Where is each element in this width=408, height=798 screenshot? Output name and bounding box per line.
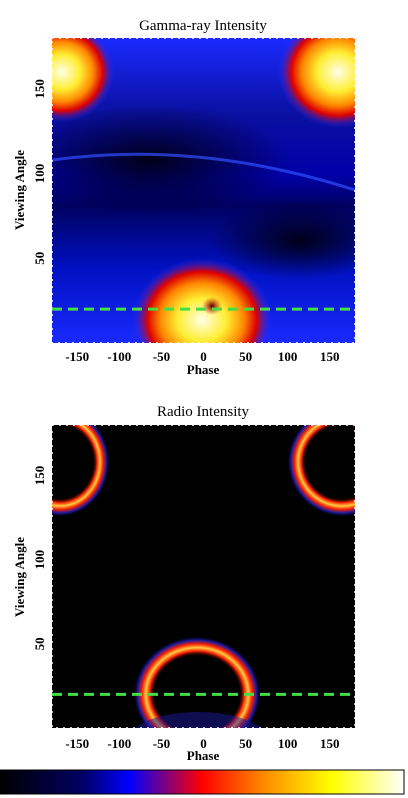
radio-x-label: Phase <box>187 748 220 763</box>
gamma-x-tick: -100 <box>107 349 131 364</box>
gamma-x-tick: 100 <box>278 349 298 364</box>
gamma-y-label: Viewing Angle <box>12 150 27 230</box>
gamma-x-tick: 0 <box>200 349 207 364</box>
radio-y-tick: 150 <box>32 466 47 486</box>
radio-x-tick: -100 <box>107 736 131 751</box>
gamma-x-tick: 50 <box>239 349 252 364</box>
radio-ticks: -150 -100 -50 0 50 100 150 50 100 150 <box>32 466 340 751</box>
gamma-heatmap <box>52 38 355 343</box>
gamma-x-tick: -50 <box>153 349 170 364</box>
radio-x-tick: -50 <box>153 736 170 751</box>
gamma-x-label: Phase <box>187 362 220 377</box>
radio-y-tick: 100 <box>32 550 47 570</box>
radio-title: Radio Intensity <box>157 404 250 420</box>
colorbar <box>0 769 405 795</box>
radio-heatmap <box>52 425 355 728</box>
radio-x-tick: 0 <box>200 736 207 751</box>
gamma-y-tick: 50 <box>32 252 47 265</box>
gamma-ticks: -150 -100 -50 0 50 100 150 50 100 150 <box>32 79 340 364</box>
gamma-y-tick: 150 <box>32 79 47 99</box>
gamma-x-tick: -150 <box>65 349 89 364</box>
radio-y-tick: 50 <box>32 637 47 650</box>
gamma-x-tick: 150 <box>320 349 340 364</box>
radio-x-tick: 150 <box>320 736 340 751</box>
gamma-y-tick: 100 <box>32 164 47 184</box>
radio-x-tick: 100 <box>278 736 298 751</box>
radio-x-tick: -150 <box>65 736 89 751</box>
gamma-title: Gamma-ray Intensity <box>139 18 267 34</box>
radio-x-tick: 50 <box>239 736 252 751</box>
radio-panel: Radio Intensity -150 -100 -50 0 50 100 150 50 10… <box>12 404 356 763</box>
gamma-panel: Gamma-ray Intensity -150 -100 -50 0 50 100 150… <box>12 18 356 377</box>
radio-y-label: Viewing Angle <box>12 537 27 617</box>
